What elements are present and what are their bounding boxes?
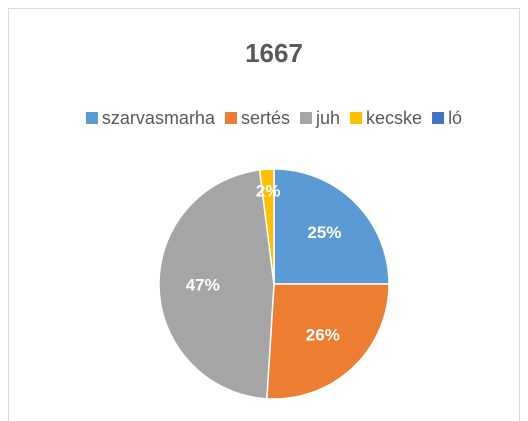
legend-swatch: [85, 112, 98, 124]
pie-slice: [265, 283, 390, 400]
legend-label: sertés: [241, 108, 290, 128]
legend-swatch: [432, 112, 445, 124]
data-label: 47%: [186, 276, 220, 295]
data-label: 25%: [307, 223, 341, 242]
legend-swatch: [224, 112, 237, 124]
pie-slice: [273, 168, 390, 285]
pie-slice: [158, 169, 275, 400]
data-label: 2%: [256, 182, 281, 201]
legend-label: ló: [448, 108, 462, 128]
legend-label: juh: [315, 108, 340, 128]
legend-label: kecske: [366, 108, 422, 128]
chart-title: 1667: [245, 38, 303, 68]
data-label: 26%: [306, 325, 340, 344]
pie-slice: [258, 168, 275, 285]
legend-swatch: [350, 112, 363, 124]
legend-label: szarvasmarha: [102, 108, 216, 128]
legend-swatch: [300, 112, 312, 124]
